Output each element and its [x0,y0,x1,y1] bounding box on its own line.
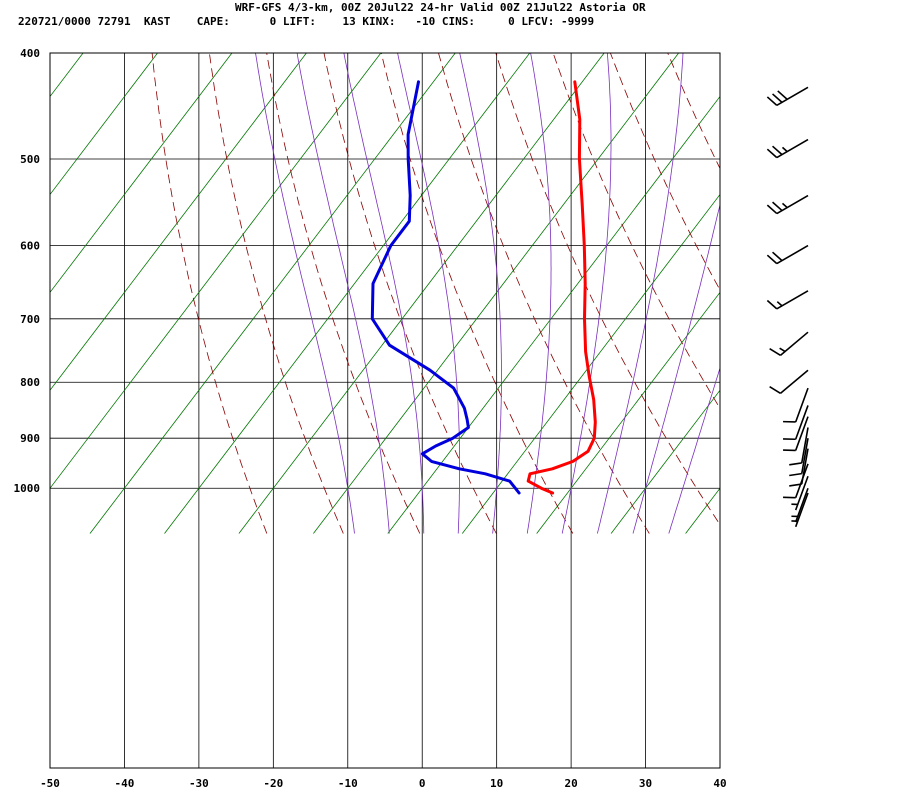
x-tick-label: -20 [263,777,283,790]
wind-barb [766,194,809,215]
isotherm [164,53,531,534]
isotherm [50,53,307,391]
wind-barb [791,492,809,528]
header-line-2: 220721/0000 72791 KAST CAPE: 0 LIFT: 13 … [18,15,595,28]
y-tick-label: 1000 [14,482,41,495]
data-series [370,80,597,495]
dry-adiabat [829,0,900,533]
x-tick-label: -10 [338,777,358,790]
dry-adiabat [667,53,720,170]
wind-barbs [766,86,809,528]
wind-barb [766,86,809,107]
moist-adiabat [632,202,720,534]
y-tick-label: 700 [20,313,40,326]
moist-adiabat [397,53,460,534]
y-tick-label: 400 [20,47,40,60]
dry-adiabat [323,53,497,534]
dry-adiabat [208,53,344,534]
wind-barb [769,331,809,357]
header-line-1: WRF-GFS 4/3-km, 00Z 20Jul22 24-hr Valid … [235,1,646,14]
wind-barb [769,369,809,395]
x-tick-label: 30 [639,777,652,790]
profile-line-1 [526,80,597,495]
isotherm [50,53,84,98]
wind-barb [791,475,809,511]
dry-adiabat [552,53,720,410]
moist-adiabat [296,53,390,534]
plot-frame [49,52,721,769]
moist-adiabat [255,53,355,534]
x-tick-label: -30 [189,777,209,790]
profile-line-2 [370,80,521,495]
x-tick-label: -50 [40,777,60,790]
moist-adiabat [343,53,425,534]
wind-barb [766,138,809,159]
dry-adiabat [438,53,650,534]
moist-adiabat [561,53,612,534]
x-tick-label: 20 [564,777,577,790]
moist-adiabat [459,53,502,534]
y-tick-label: 800 [20,376,40,389]
wind-barb [783,387,809,423]
isotherm [89,53,456,534]
isotherm [536,291,720,534]
wind-barb [783,405,809,441]
wind-barb [783,463,809,499]
dry-adiabat [266,53,421,534]
dry-adiabat [609,53,720,291]
wind-barb [789,427,809,466]
dry-adiabat [882,0,900,533]
isotherm [610,389,720,534]
dry-adiabat [724,0,900,533]
dry-adiabat [776,0,900,533]
isotherm [387,95,720,534]
x-tick-label: 0 [419,777,426,790]
dry-adiabat [151,53,268,534]
isotherm [50,53,159,196]
wind-barb [766,290,809,310]
x-tick-label: 10 [490,777,503,790]
isotherm [238,53,605,534]
y-tick-label: 900 [20,432,40,445]
moist-adiabat [597,53,684,534]
wind-barb [791,487,809,523]
dry-adiabat [380,53,574,534]
isotherm [461,193,720,534]
y-tick-label: 600 [20,240,40,253]
wind-barb [789,438,809,477]
isotherm [685,487,720,534]
wind-barb [766,244,809,265]
isotherm [50,53,382,489]
axis-ticks: -50 -40 -30 -20 -10 0 10 20 30 40 400 500 600 700 800 9… [14,47,727,790]
y-tick-label: 500 [20,153,40,166]
isotherm [50,53,233,294]
moist-adiabat [668,366,720,534]
dry-adiabat [495,53,720,526]
wind-barb [783,416,809,452]
x-tick-label: -40 [115,777,135,790]
isotherm [313,53,680,534]
x-tick-label: 40 [713,777,726,790]
moist-adiabat [526,53,552,534]
background-lines [50,0,900,534]
